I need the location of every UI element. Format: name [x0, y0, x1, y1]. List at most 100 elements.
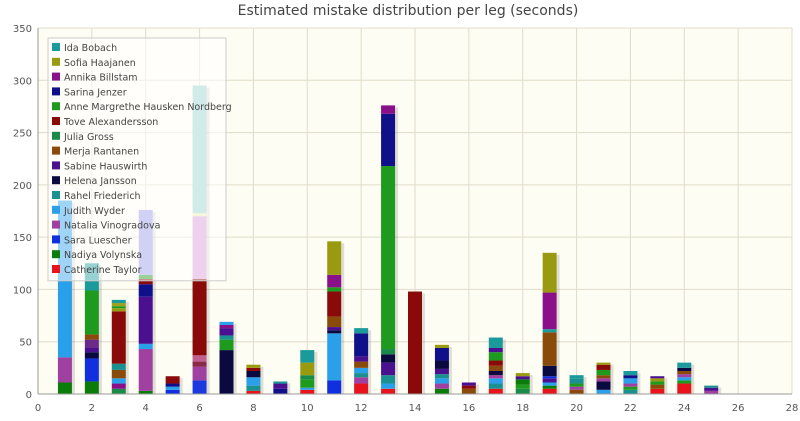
bar-stack-14[interactable] — [408, 291, 425, 394]
bar-segment — [354, 377, 369, 384]
bar-stack-18[interactable] — [515, 373, 533, 394]
bar-segment — [84, 334, 99, 340]
legend-item[interactable]: Merja Rantanen — [52, 146, 139, 158]
bar-stack-16[interactable] — [461, 382, 479, 394]
legend-item[interactable]: Sarina Jenzer — [52, 87, 127, 98]
bar-segment — [192, 278, 207, 356]
legend-swatch — [52, 205, 60, 214]
legend-item[interactable]: Ida Bobach — [52, 43, 117, 54]
legend-label: Catherine Taylor — [64, 265, 142, 276]
bar-segment — [677, 370, 692, 375]
bar-segment — [515, 379, 530, 385]
legend-item[interactable]: Anne Margrethe Hausken Nordberg — [52, 102, 232, 113]
bar-stack-21[interactable] — [596, 362, 614, 394]
bar-stack-7[interactable] — [219, 321, 237, 394]
bar-stack-10[interactable] — [300, 350, 318, 394]
legend-item[interactable]: Sofia Haajanen — [52, 57, 136, 69]
bar-stack-5[interactable] — [165, 376, 183, 394]
bar-segment — [488, 383, 503, 389]
legend-label: Ida Bobach — [64, 43, 117, 54]
bar-segment — [381, 166, 396, 350]
bar-shadow — [152, 211, 156, 394]
legend-item[interactable]: Catherine Taylor — [52, 265, 142, 276]
bar-stack-8[interactable] — [246, 364, 264, 394]
bar-stack-19[interactable] — [542, 252, 560, 394]
bar-segment — [704, 387, 719, 391]
bar-segment — [84, 352, 99, 359]
bar-segment — [354, 356, 369, 362]
bar-segment — [84, 358, 99, 382]
bar-stack-12[interactable] — [354, 328, 372, 394]
bar-segment — [596, 389, 611, 394]
bar-stack-25[interactable] — [704, 385, 722, 394]
legend-swatch — [52, 191, 60, 199]
bar-shadow — [583, 377, 587, 394]
bar-segment — [219, 321, 234, 325]
bar-stack-15[interactable] — [434, 344, 452, 394]
legend-swatch — [52, 161, 60, 170]
x-tick-label: 2 — [89, 403, 95, 414]
legend-item[interactable]: Rahel Friederich — [52, 191, 141, 202]
bar-stack-9[interactable] — [273, 381, 291, 394]
bar-stack-20[interactable] — [569, 375, 587, 394]
bar-segment — [381, 105, 396, 114]
bar-shadow — [395, 107, 399, 394]
bar-stack-11[interactable] — [327, 241, 345, 394]
legend-item[interactable]: Annika Billstam — [52, 72, 138, 84]
bar-segment — [434, 378, 449, 384]
bar-stack-22[interactable] — [623, 370, 641, 394]
bar-segment — [138, 296, 153, 344]
bar-segment — [300, 362, 315, 376]
bar-stack-24[interactable] — [677, 362, 695, 394]
y-tick-label: 0 — [26, 390, 32, 401]
legend-item[interactable]: Julia Gross — [52, 131, 114, 143]
bar-shadow — [664, 378, 668, 394]
bar-segment — [488, 370, 503, 376]
legend-label: Tove Alexandersson — [63, 117, 158, 128]
legend-label: Judith Wyder — [63, 206, 125, 217]
bar-segment — [381, 388, 396, 394]
legend-item[interactable]: Sabine Hauswirth — [52, 161, 147, 172]
legend-label: Rahel Friederich — [64, 191, 141, 202]
bar-segment — [327, 327, 342, 331]
bar-segment — [542, 382, 557, 386]
legend-label: Merja Rantanen — [64, 147, 139, 158]
bar-segment — [327, 274, 342, 288]
bar-segment — [542, 385, 557, 389]
legend-item[interactable]: Sara Luescher — [52, 235, 132, 246]
bar-segment — [57, 382, 72, 394]
legend-label: Sara Luescher — [64, 235, 132, 246]
legend-swatch — [52, 72, 60, 81]
bar-segment — [650, 381, 665, 385]
bar-stack-2[interactable] — [84, 263, 102, 394]
legend-item[interactable]: Natalia Vinogradova — [52, 220, 160, 232]
x-tick-label: 8 — [250, 403, 256, 414]
bar-segment — [273, 388, 288, 394]
legend-swatch — [52, 220, 60, 229]
bar-segment — [542, 292, 557, 330]
legend-item[interactable]: Nadiya Volynska — [52, 250, 142, 261]
bar-shadow — [98, 265, 102, 394]
bar-stack-3[interactable] — [111, 299, 129, 394]
bar-segment — [300, 375, 315, 380]
x-tick-label: 12 — [355, 403, 368, 414]
bar-segment — [165, 383, 180, 387]
bar-stack-17[interactable] — [488, 337, 506, 394]
legend-label: Annika Billstam — [64, 73, 138, 84]
legend[interactable]: Ida Bobach Sofia Haajanen Annika Billstam S… — [47, 37, 232, 282]
bar-stack-23[interactable] — [650, 376, 668, 394]
bar-segment — [192, 361, 207, 367]
legend-item[interactable]: Judith Wyder — [52, 205, 125, 217]
legend-item[interactable]: Helena Jansson — [52, 176, 137, 187]
bar-segment — [569, 386, 584, 390]
bar-segment — [623, 386, 638, 390]
legend-item[interactable]: Tove Alexandersson — [52, 117, 158, 128]
legend-swatch — [52, 176, 60, 185]
bar-segment — [381, 113, 396, 167]
bar-segment — [381, 375, 396, 384]
bar-shadow — [233, 323, 237, 394]
bar-shadow — [691, 364, 695, 394]
bar-segment — [623, 389, 638, 394]
bar-stack-13[interactable] — [381, 105, 399, 394]
bar-segment — [461, 385, 476, 389]
